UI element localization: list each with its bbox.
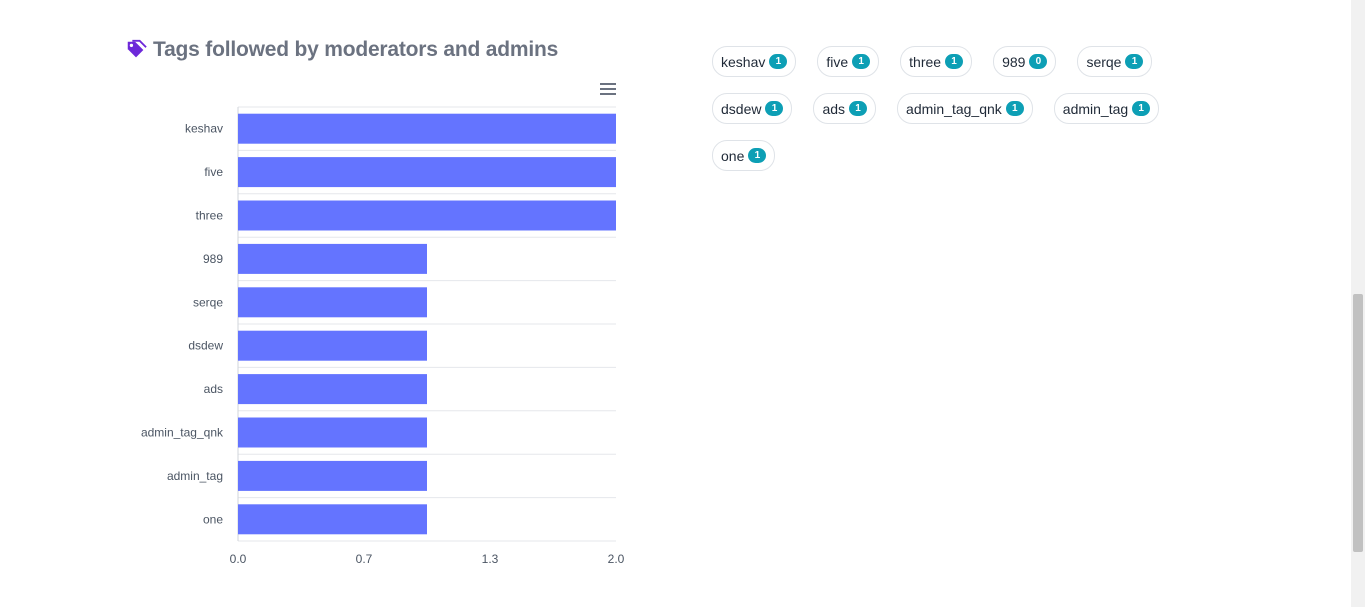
tag-pill-label: 989 [1002, 53, 1026, 70]
menu-bar-icon [600, 83, 616, 85]
tag-count-badge: 1 [765, 101, 784, 116]
tag-count-badge: 1 [748, 148, 767, 163]
category-label: three [196, 209, 224, 223]
bar [238, 460, 427, 491]
tag-pill[interactable]: one 1 [712, 140, 776, 171]
pill-row: keshav 1 five 1 three 1 989 0 serqe 1 [712, 46, 1232, 77]
bar [238, 113, 616, 144]
category-label: serqe [193, 295, 223, 309]
tag-count-badge: 0 [1029, 54, 1048, 69]
tag-pill-label: serqe [1086, 53, 1122, 70]
scrollbar-thumb[interactable] [1353, 294, 1363, 552]
tag-pill[interactable]: keshav 1 [712, 46, 797, 77]
tag-pill[interactable]: 989 0 [993, 46, 1057, 77]
tag-pill-label: one [721, 147, 745, 164]
tag-pill-label: keshav [721, 53, 766, 70]
category-label: one [203, 512, 223, 526]
x-tick-label: 1.3 [482, 552, 499, 566]
tag-pill[interactable]: serqe 1 [1077, 46, 1153, 77]
bar [238, 504, 427, 535]
category-label: ads [204, 382, 223, 396]
x-tick-label: 0.0 [230, 552, 247, 566]
page-title: Tags followed by moderators and admins [153, 38, 559, 61]
tag-pill[interactable]: admin_tag 1 [1053, 93, 1160, 124]
tag-count-badge: 1 [769, 54, 788, 69]
bar [238, 417, 427, 448]
category-label: 989 [203, 252, 223, 266]
tag-pill-label: ads [822, 100, 846, 117]
tag-pill[interactable]: five 1 [817, 46, 880, 77]
tag-pill[interactable]: dsdew 1 [712, 93, 793, 124]
category-label: dsdew [188, 339, 223, 353]
bar [238, 330, 427, 361]
tag-pill-label: five [826, 53, 849, 70]
tag-pill-label: admin_tag [1062, 100, 1129, 117]
scrollbar-track[interactable] [1351, 0, 1365, 607]
tag-count-badge: 1 [849, 101, 868, 116]
pill-row: one 1 [712, 140, 1232, 171]
menu-bar-icon [600, 88, 616, 90]
category-label: keshav [185, 122, 223, 136]
section-heading: Tags followed by moderators and admins [125, 36, 558, 64]
bar [238, 287, 427, 318]
pill-row: dsdew 1 ads 1 admin_tag_qnk 1 admin_tag 1 [712, 93, 1232, 124]
tag-pill-list: keshav 1 five 1 three 1 989 0 serqe 1 dsdew 1 ads 1 ad… [712, 46, 1232, 187]
bar [238, 157, 616, 188]
tag-count-badge: 1 [852, 54, 871, 69]
tag-pill[interactable]: three 1 [900, 46, 973, 77]
category-label: admin_tag_qnk [141, 426, 224, 440]
tag-count-badge: 1 [1125, 54, 1144, 69]
bar [238, 200, 616, 231]
bar [238, 243, 427, 274]
tag-pill-label: three [909, 53, 942, 70]
chart-menu-button[interactable] [598, 80, 618, 98]
bar-chart: keshav five three 989 serqe dsdew ads admin_tag… [141, 106, 625, 566]
x-tick-label: 2.0 [608, 552, 625, 566]
tag-pill-label: admin_tag_qnk [906, 100, 1002, 117]
x-tick-label: 0.7 [356, 552, 373, 566]
tag-icon [127, 39, 147, 58]
tag-count-badge: 1 [1005, 101, 1024, 116]
category-label: admin_tag [167, 469, 223, 483]
tag-count-badge: 1 [945, 54, 964, 69]
tag-pill[interactable]: ads 1 [813, 93, 877, 124]
tag-count-badge: 1 [1132, 101, 1151, 116]
tag-pill-label: dsdew [721, 100, 762, 117]
tag-pill[interactable]: admin_tag_qnk 1 [897, 93, 1033, 124]
menu-bar-icon [600, 93, 616, 95]
category-label: five [204, 165, 223, 179]
bar [238, 374, 427, 405]
